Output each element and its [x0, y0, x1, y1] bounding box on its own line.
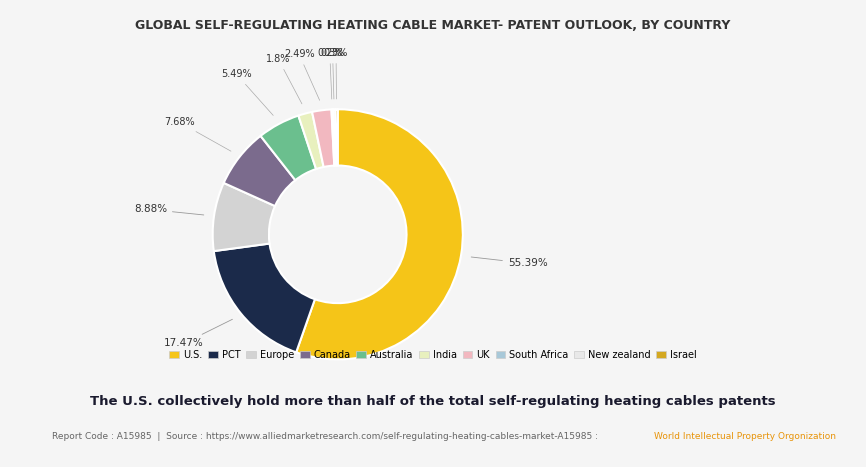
- Wedge shape: [296, 109, 462, 360]
- Text: The U.S. collectively hold more than half of the total self-regulating heating c: The U.S. collectively hold more than hal…: [90, 395, 776, 408]
- Text: Report Code : A15985  |  Source : https://www.alliedmarketresearch.com/self-regu: Report Code : A15985 | Source : https://…: [52, 432, 601, 441]
- Wedge shape: [299, 112, 324, 169]
- Wedge shape: [261, 116, 316, 180]
- Text: 0.2%: 0.2%: [318, 48, 342, 99]
- Wedge shape: [335, 109, 338, 165]
- Text: 1.8%: 1.8%: [266, 54, 302, 104]
- Text: 17.47%: 17.47%: [165, 319, 232, 348]
- Text: 0.3%: 0.3%: [320, 48, 345, 99]
- Text: World Intellectual Property Orgonization: World Intellectual Property Orgonization: [654, 432, 836, 441]
- Wedge shape: [223, 136, 295, 206]
- Text: 2.49%: 2.49%: [284, 50, 320, 100]
- Text: 7.68%: 7.68%: [165, 117, 231, 151]
- Wedge shape: [312, 109, 334, 167]
- Wedge shape: [332, 109, 335, 166]
- Legend: U.S., PCT, Europe, Canada, Australia, India, UK, South Africa, New zealand, Isra: U.S., PCT, Europe, Canada, Australia, In…: [167, 348, 699, 362]
- Wedge shape: [214, 244, 315, 352]
- Wedge shape: [213, 183, 275, 251]
- Wedge shape: [333, 109, 337, 166]
- Text: 8.88%: 8.88%: [133, 205, 204, 215]
- Text: 55.39%: 55.39%: [471, 257, 547, 269]
- Text: 0.3%: 0.3%: [324, 48, 348, 99]
- Text: GLOBAL SELF-REGULATING HEATING CABLE MARKET- PATENT OUTLOOK, BY COUNTRY: GLOBAL SELF-REGULATING HEATING CABLE MAR…: [135, 19, 731, 32]
- Text: 5.49%: 5.49%: [222, 70, 273, 115]
